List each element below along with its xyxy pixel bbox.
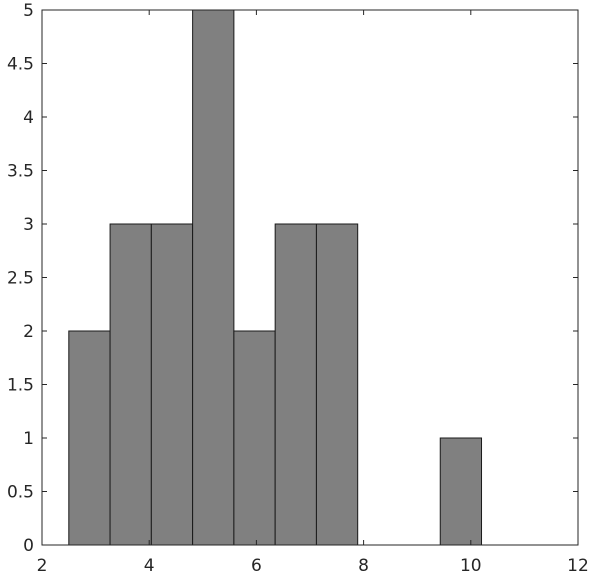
y-tick-label: 3 [23,215,34,235]
bar [109,223,152,546]
bar [150,223,194,546]
x-tick-label: 8 [358,556,369,576]
y-tick-label: 1 [23,429,34,449]
y-tick-label: 2 [23,322,34,342]
y-tick-label: 3.5 [7,162,34,182]
bar [68,330,111,546]
bar [274,223,317,546]
x-tick-label: 2 [37,556,48,576]
x-tick-label: 10 [460,556,482,576]
y-tick-label: 5 [23,1,34,21]
bar [192,9,235,546]
y-tick-label: 0.5 [7,483,34,503]
bar [315,223,359,546]
y-tick-label: 4.5 [7,55,34,75]
y-tick-label: 2.5 [7,269,34,289]
y-tick-label: 0 [23,536,34,556]
x-tick-label: 6 [251,556,262,576]
y-tick-label: 1.5 [7,376,34,396]
bar [439,437,483,546]
x-tick-label: 4 [144,556,155,576]
y-tick-label: 4 [23,108,34,128]
x-tick-label: 12 [567,556,589,576]
bar [233,330,276,546]
